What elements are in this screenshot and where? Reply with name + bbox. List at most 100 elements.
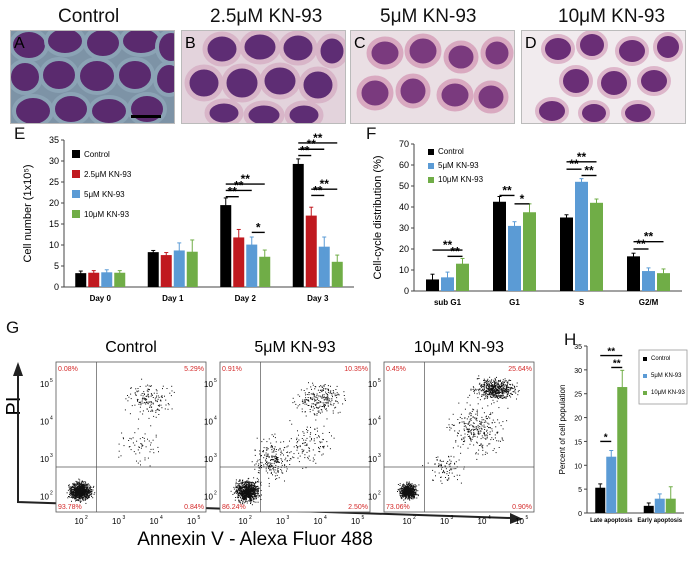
flow-dot bbox=[502, 421, 504, 423]
flow-dot bbox=[469, 404, 471, 406]
flow-dot bbox=[73, 485, 75, 486]
flow-dot bbox=[252, 498, 254, 500]
flow-dot bbox=[79, 494, 81, 496]
flow-dot bbox=[254, 485, 256, 487]
flow-dot bbox=[75, 489, 77, 491]
flow-dot bbox=[417, 490, 419, 492]
flow-dot bbox=[254, 454, 256, 456]
flow-dot bbox=[244, 487, 246, 489]
flow-dot bbox=[266, 462, 267, 463]
flow-dot bbox=[240, 488, 242, 490]
flow-dot bbox=[335, 394, 337, 396]
flow-dot bbox=[297, 441, 299, 442]
flow-dot bbox=[244, 483, 246, 485]
flow-dot bbox=[262, 450, 264, 451]
flow-dot bbox=[251, 499, 253, 501]
flow-dot bbox=[92, 487, 94, 488]
flow-dot bbox=[159, 399, 161, 401]
flow-dot bbox=[85, 484, 87, 486]
flow-dot bbox=[76, 482, 78, 484]
flow-dot bbox=[448, 424, 450, 426]
flow-dot bbox=[295, 445, 297, 446]
flow-dot bbox=[152, 394, 153, 396]
flow-dot bbox=[413, 497, 415, 499]
flow-dot bbox=[404, 498, 406, 500]
flow-dot bbox=[411, 498, 413, 500]
flow-dot bbox=[248, 495, 250, 497]
flow-dot bbox=[446, 479, 448, 481]
flow-dot bbox=[469, 435, 470, 437]
flow-dot bbox=[318, 395, 320, 397]
flow-dot bbox=[327, 391, 329, 393]
flow-dot bbox=[480, 424, 482, 425]
flow-dot bbox=[73, 492, 75, 494]
flow-dot bbox=[485, 451, 487, 453]
flow-dot bbox=[507, 386, 509, 388]
flow-dot bbox=[91, 490, 93, 492]
flow-dot bbox=[432, 469, 434, 471]
flow-dot bbox=[400, 488, 402, 490]
flow-dot bbox=[255, 495, 257, 497]
flow-dot bbox=[148, 440, 150, 442]
flow-dot bbox=[409, 483, 411, 485]
flow-dot bbox=[494, 392, 496, 394]
flow-dot bbox=[71, 496, 73, 498]
flow-dot bbox=[253, 495, 255, 497]
flow-y-tick: 10 bbox=[40, 417, 49, 426]
flow-dot bbox=[402, 486, 404, 488]
flow-dot bbox=[272, 465, 274, 467]
flow-dot bbox=[500, 394, 502, 396]
flow-dot bbox=[241, 488, 243, 490]
flow-dot bbox=[265, 447, 267, 449]
flow-dot bbox=[255, 489, 257, 491]
flow-dot bbox=[450, 462, 452, 464]
flow-dot bbox=[472, 408, 474, 410]
flow-dot bbox=[247, 482, 249, 484]
flow-dot bbox=[449, 429, 451, 431]
flow-dot bbox=[82, 497, 84, 499]
flow-dot bbox=[137, 399, 138, 401]
flow-dot bbox=[138, 403, 140, 405]
flow-dot bbox=[83, 494, 85, 496]
flow-dot bbox=[254, 483, 256, 485]
flow-dot bbox=[479, 399, 481, 401]
flow-dot bbox=[470, 424, 472, 426]
flow-dot bbox=[312, 397, 314, 399]
flow-dot bbox=[507, 386, 509, 388]
flow-dot bbox=[487, 388, 489, 390]
flow-dot bbox=[323, 394, 325, 396]
flow-y-tick-exponent: 5 bbox=[50, 378, 53, 384]
flow-dot bbox=[489, 390, 491, 392]
flow-dot bbox=[489, 393, 491, 395]
flow-dot bbox=[489, 386, 490, 388]
flow-dot bbox=[496, 382, 498, 384]
flow-dot bbox=[457, 445, 459, 447]
flow-dot bbox=[239, 486, 241, 487]
flow-dot bbox=[406, 495, 408, 497]
flow-dot bbox=[404, 491, 406, 493]
flow-dot bbox=[440, 477, 442, 478]
flow-dot bbox=[274, 456, 276, 458]
flow-dot bbox=[249, 486, 251, 488]
flow-dot bbox=[155, 410, 157, 412]
flow-dot bbox=[251, 495, 253, 497]
flow-dot bbox=[453, 475, 455, 477]
flow-dot bbox=[471, 438, 473, 440]
flow-dot bbox=[240, 490, 242, 491]
flow-dot bbox=[296, 407, 298, 409]
flow-dot bbox=[494, 383, 496, 385]
flow-dot bbox=[139, 406, 141, 408]
flow-dot bbox=[322, 389, 324, 391]
flow-dot bbox=[436, 459, 438, 461]
flow-dot bbox=[246, 484, 248, 485]
flow-dot bbox=[150, 393, 152, 395]
bar bbox=[508, 225, 521, 291]
flow-dot bbox=[330, 385, 331, 387]
significance-label: ** bbox=[569, 157, 579, 171]
flow-dot bbox=[302, 467, 304, 469]
flow-dot bbox=[75, 497, 77, 499]
flow-dot bbox=[304, 401, 306, 403]
flow-dot bbox=[315, 404, 317, 406]
flow-dot bbox=[277, 460, 279, 462]
flow-dot bbox=[335, 389, 337, 390]
